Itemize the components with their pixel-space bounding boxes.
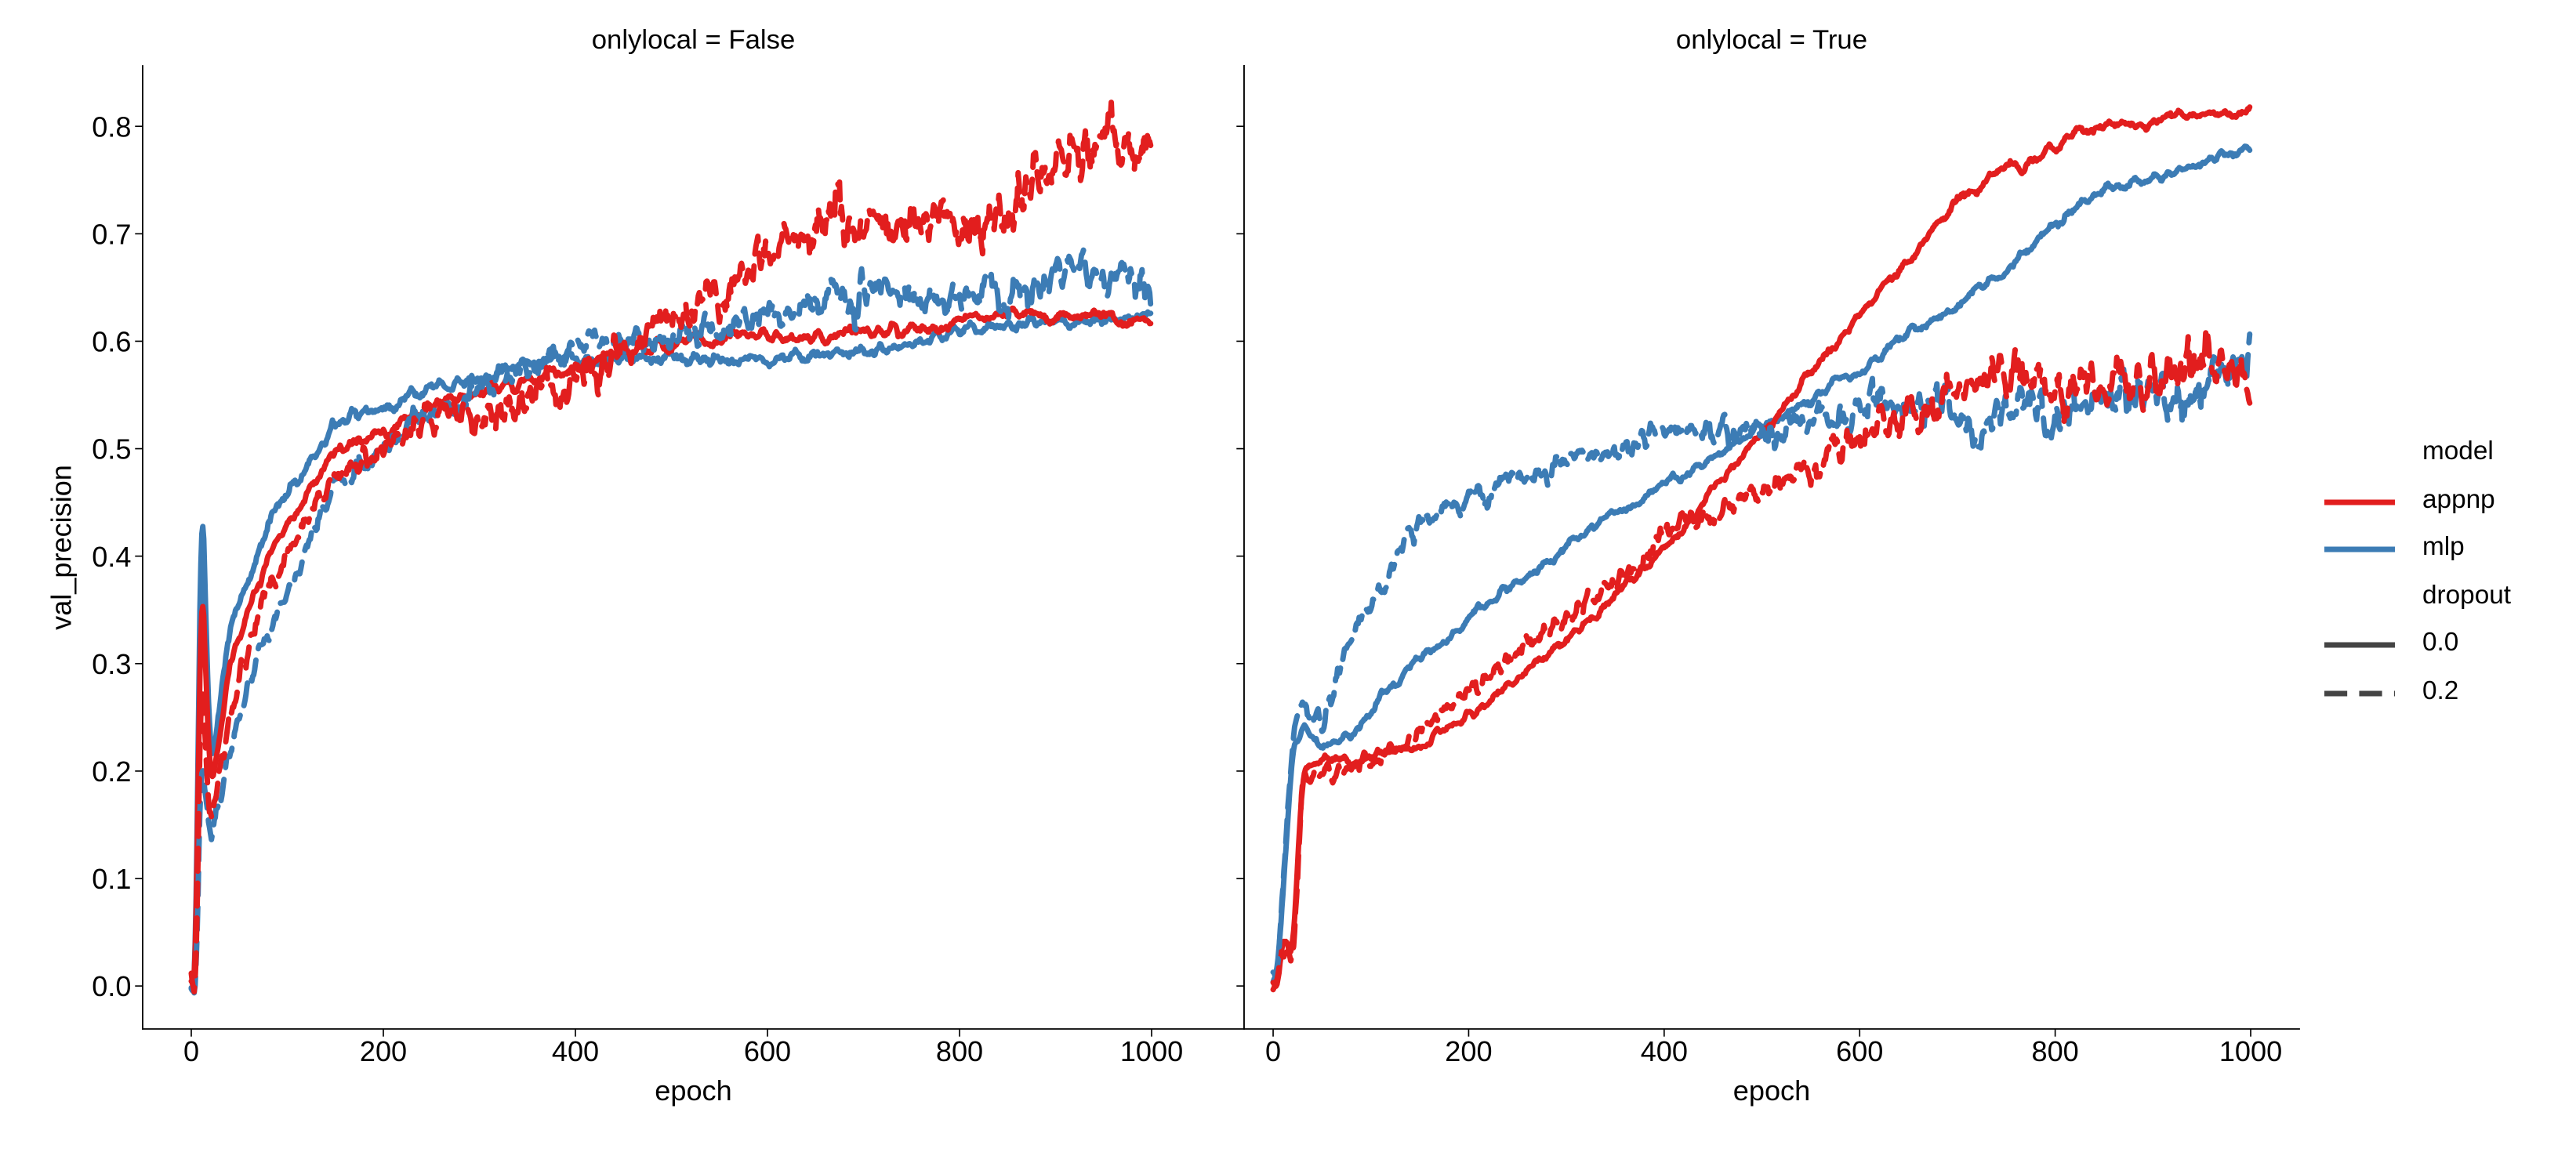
svg-text:0.6: 0.6 xyxy=(92,326,131,358)
svg-text:800: 800 xyxy=(936,1035,983,1067)
svg-text:0: 0 xyxy=(183,1035,199,1067)
svg-text:onlylocal = False: onlylocal = False xyxy=(592,25,796,55)
svg-text:600: 600 xyxy=(1836,1035,1883,1067)
svg-text:0.8: 0.8 xyxy=(92,110,131,143)
svg-text:0: 0 xyxy=(1265,1035,1281,1067)
svg-text:200: 200 xyxy=(1445,1035,1492,1067)
svg-text:0.7: 0.7 xyxy=(92,218,131,250)
svg-text:val_precision: val_precision xyxy=(45,465,77,630)
svg-text:0.2: 0.2 xyxy=(92,755,131,788)
svg-text:200: 200 xyxy=(360,1035,407,1067)
svg-text:800: 800 xyxy=(2032,1035,2079,1067)
svg-text:model: model xyxy=(2422,437,2494,466)
svg-text:0.4: 0.4 xyxy=(92,541,131,573)
svg-text:appnp: appnp xyxy=(2422,485,2495,514)
svg-text:400: 400 xyxy=(1641,1035,1688,1067)
svg-text:0.2: 0.2 xyxy=(2422,676,2458,705)
svg-text:1000: 1000 xyxy=(1120,1035,1183,1067)
svg-text:400: 400 xyxy=(552,1035,599,1067)
svg-text:onlylocal = True: onlylocal = True xyxy=(1676,25,1867,55)
svg-text:0.0: 0.0 xyxy=(92,970,131,1002)
svg-text:0.0: 0.0 xyxy=(2422,628,2458,657)
svg-text:epoch: epoch xyxy=(1733,1074,1810,1107)
svg-text:0.5: 0.5 xyxy=(92,433,131,466)
svg-text:1000: 1000 xyxy=(2219,1035,2282,1067)
svg-text:0.3: 0.3 xyxy=(92,648,131,680)
svg-text:mlp: mlp xyxy=(2422,532,2465,561)
svg-text:600: 600 xyxy=(744,1035,791,1067)
svg-text:0.1: 0.1 xyxy=(92,863,131,895)
svg-text:epoch: epoch xyxy=(655,1074,731,1107)
svg-text:dropout: dropout xyxy=(2422,581,2512,610)
